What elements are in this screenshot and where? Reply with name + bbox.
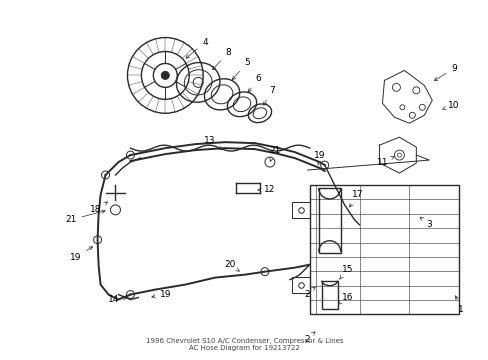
Text: 19: 19 [152,290,171,299]
Text: 18: 18 [90,202,107,215]
Text: 20: 20 [224,260,239,271]
Bar [309,185,458,315]
Text: 21: 21 [269,145,280,161]
Text: 2: 2 [304,332,314,344]
Text: 5: 5 [232,58,249,80]
Text: 6: 6 [247,74,260,93]
Bar [318,188,340,253]
Text: 4: 4 [185,38,207,58]
Text: 13: 13 [204,136,222,150]
Text: 19: 19 [70,247,92,262]
Bar [291,276,309,293]
Text: 9: 9 [433,64,456,81]
Bar [291,202,309,218]
Text: 8: 8 [212,48,230,70]
Text: 1: 1 [454,296,463,314]
Text: 3: 3 [419,217,431,229]
Text: 15: 15 [339,265,353,279]
Text: 14: 14 [107,295,126,304]
Text: 10: 10 [442,101,459,110]
Text: 11: 11 [376,157,393,167]
Text: 2: 2 [304,287,314,299]
Text: 21: 21 [65,210,105,224]
Text: 17: 17 [349,190,363,207]
Text: 1996 Chevrolet S10 A/C Condenser, Compressor & Lines
AC Hose Diagram for 1921372: 1996 Chevrolet S10 A/C Condenser, Compre… [145,338,343,351]
Circle shape [161,71,169,80]
Text: 12: 12 [257,185,275,194]
Text: 19: 19 [313,150,325,165]
Text: 16: 16 [338,293,353,304]
Text: 7: 7 [263,86,274,105]
Bar [321,280,337,309]
